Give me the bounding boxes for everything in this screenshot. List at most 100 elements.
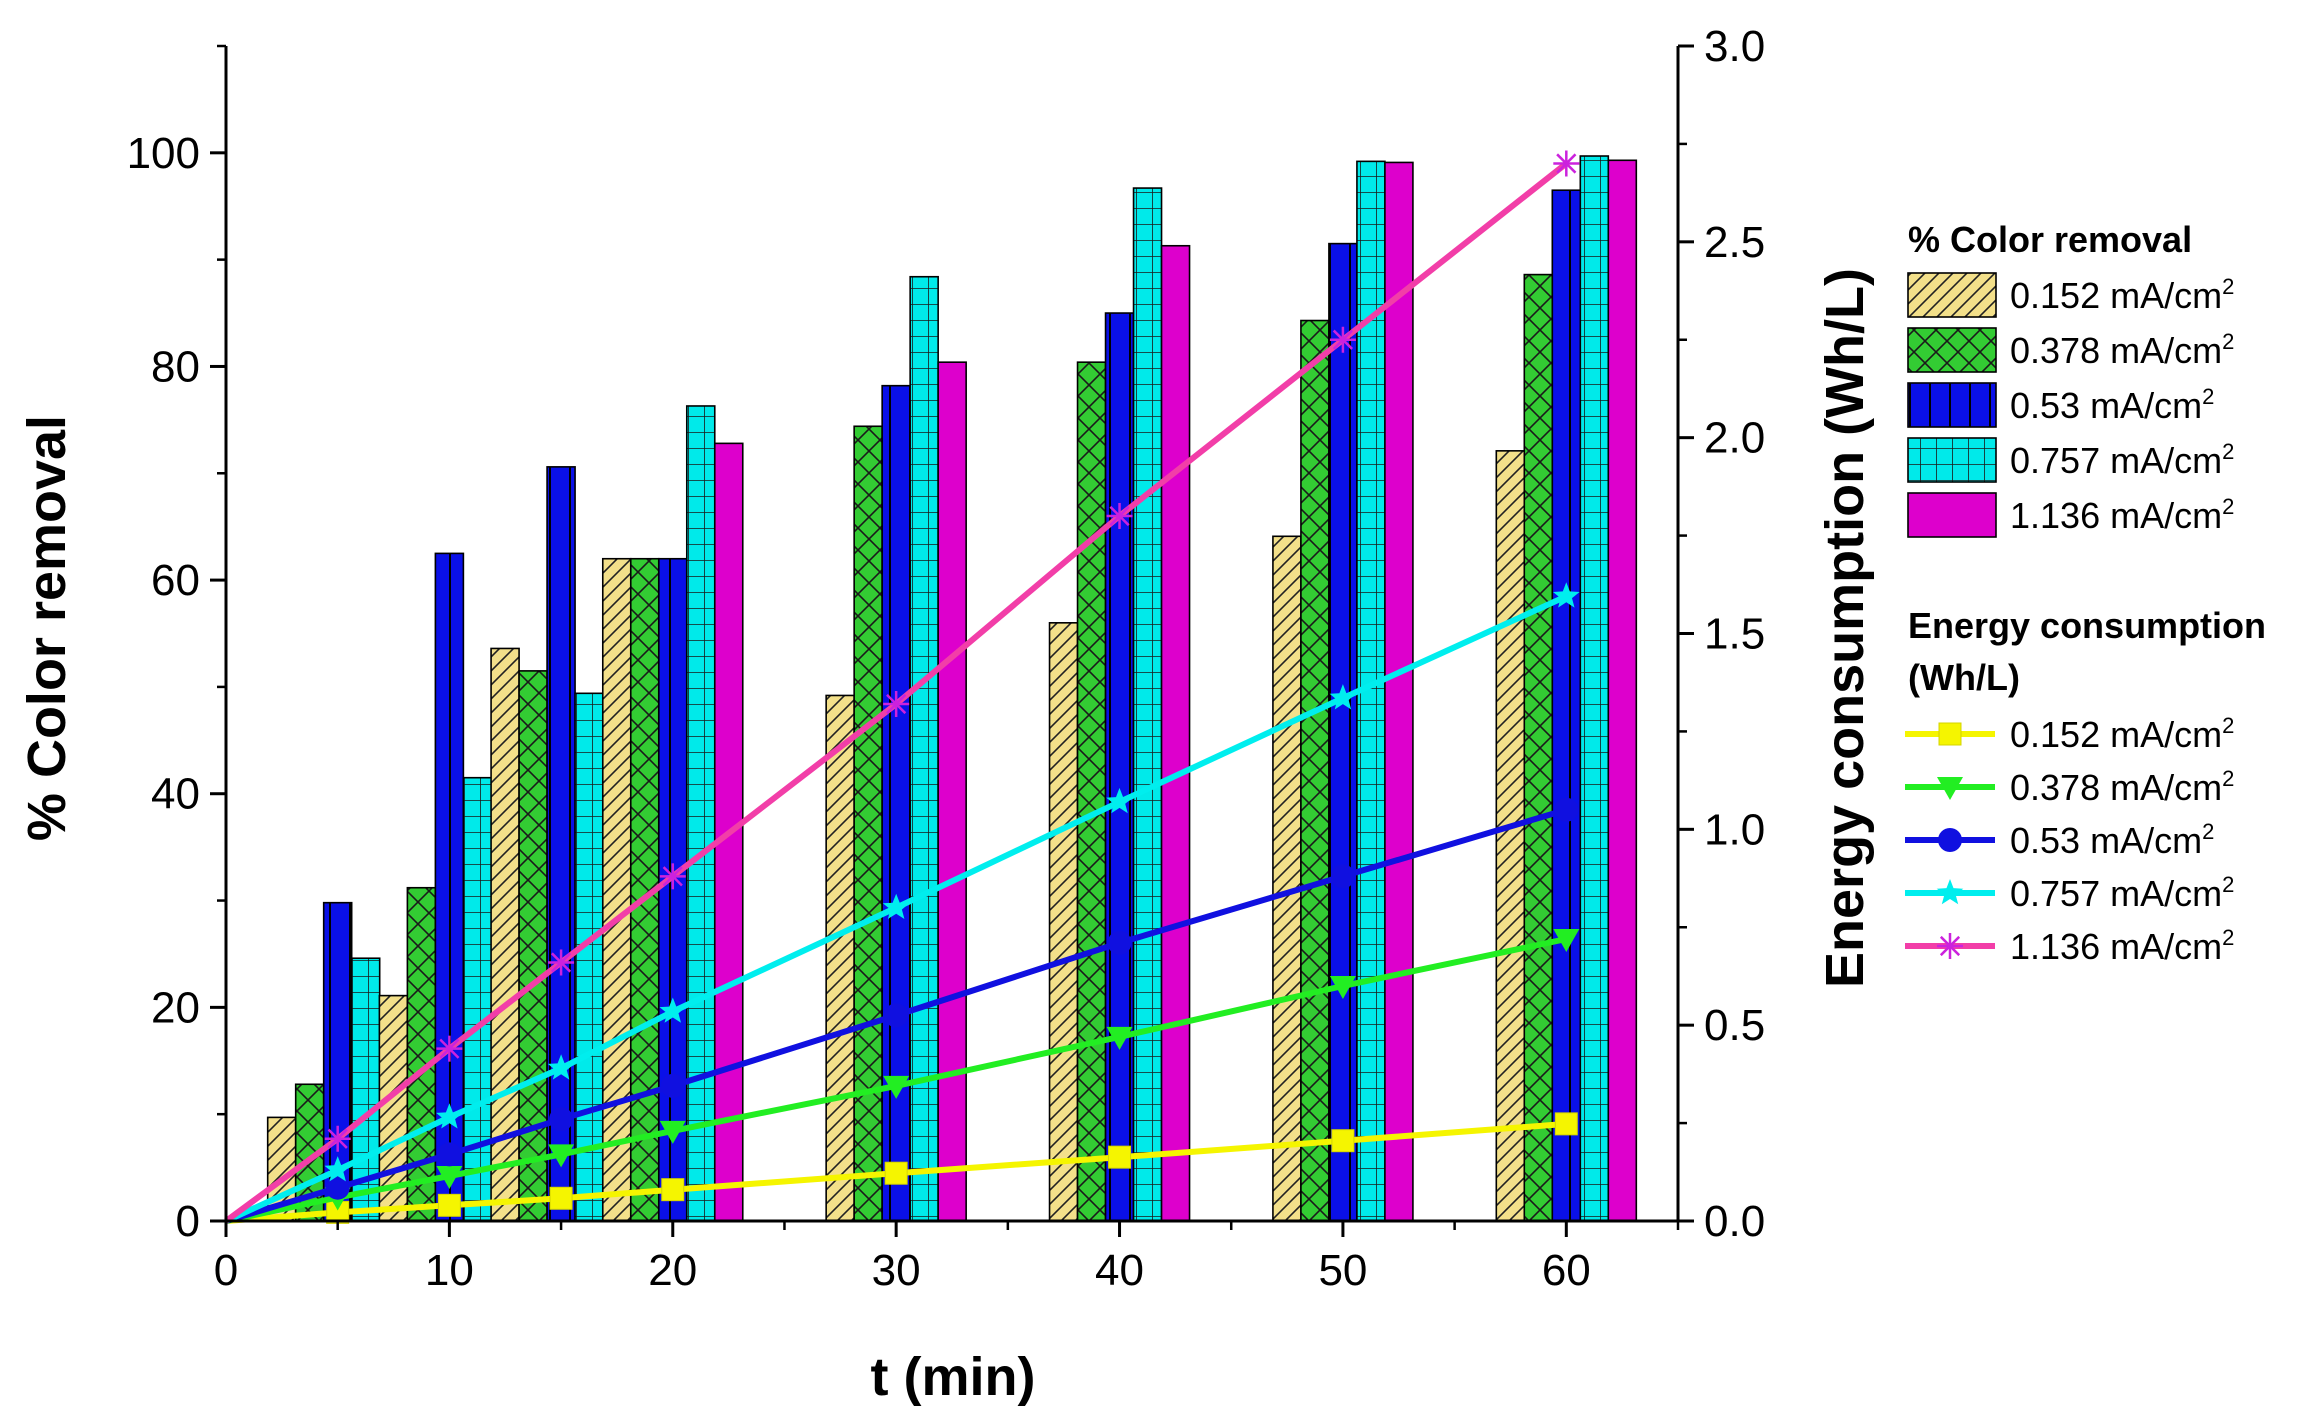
bar-legend-swatch-2	[1907, 327, 1997, 373]
x-tick-label-40: 40	[1095, 1246, 1144, 1295]
bar-4-t40	[1132, 187, 1163, 1222]
lines-layer	[224, 150, 1580, 1224]
bar-1-t40	[1048, 622, 1079, 1222]
y-left-tick-label-0: 0	[176, 1197, 200, 1246]
energy-marker-1-t50	[1331, 1129, 1355, 1153]
energy-marker-5-t40	[1106, 503, 1133, 529]
energy-marker-3-t30	[884, 1003, 909, 1028]
bar-3-t40	[1104, 312, 1135, 1222]
bar-legend-swatch-1	[1907, 272, 1997, 318]
energy-marker-3-t10	[437, 1142, 462, 1167]
bar-2-t10	[406, 886, 437, 1222]
bar-5-t30	[937, 361, 967, 1222]
bar-1-t60	[1495, 450, 1526, 1222]
energy-marker-2-t20	[659, 1120, 686, 1144]
bar-5-t40	[1160, 244, 1191, 1222]
energy-marker-1-t40	[1108, 1145, 1132, 1169]
energy-marker-3-t5	[325, 1175, 350, 1200]
y-right-tick-label-0: 0.0	[1704, 1197, 1765, 1246]
energy-marker-4-t5	[324, 1156, 351, 1182]
y-right-tick-label-2: 2.0	[1704, 414, 1765, 463]
bar-5-t60	[1607, 159, 1638, 1222]
energy-marker-4-t15	[547, 1054, 575, 1080]
line-legend-label-3: 0.53 mA/cm2	[2010, 819, 2214, 861]
energy-marker-2-t10	[436, 1165, 463, 1189]
line-legend-marker-4	[1936, 879, 1964, 905]
x-tick-label-10: 10	[425, 1246, 474, 1295]
energy-marker-5-t30	[883, 691, 910, 717]
bar-2-t15	[518, 670, 548, 1222]
bar-4-t20	[685, 405, 716, 1222]
energy-marker-5-t60	[1553, 150, 1580, 177]
bar-1-t30	[825, 694, 855, 1222]
bar-legend-swatch-3	[1907, 382, 1997, 428]
bar-3-t15	[546, 466, 576, 1222]
bar-1-t50	[1272, 535, 1302, 1222]
energy-marker-4-t40	[1106, 787, 1133, 814]
bar-legend-label-4: 0.757 mA/cm2	[2010, 439, 2234, 481]
legend: % Color removal Energy consumption (Wh/L…	[1905, 219, 2266, 967]
energy-marker-3-t50	[1330, 864, 1355, 889]
energy-marker-4-t30	[882, 893, 910, 919]
bar-2-t60	[1523, 273, 1554, 1222]
bar-4-t10	[462, 776, 493, 1222]
bar-3-t50	[1328, 242, 1358, 1222]
energy-marker-3-t60	[1554, 797, 1579, 822]
y-left-tick-label-80: 80	[151, 342, 200, 391]
y-left-tick-label-60: 60	[151, 556, 200, 605]
bar-1-t20	[601, 557, 632, 1222]
line-legend-label-5: 1.136 mA/cm2	[2010, 925, 2234, 967]
bar-2-t30	[853, 425, 883, 1222]
axes-layer: 0 10 20 30 40 50 60 0 20 40 60 80 100 0.0 0.5 1.0 1.5 2.0…	[127, 22, 1766, 1295]
energy-marker-4-t20	[659, 997, 687, 1023]
y-left-tick-label-100: 100	[127, 129, 200, 178]
line-legend-title-line2: (Wh/L)	[1908, 657, 2020, 698]
y-right-tick-label-3: 3.0	[1704, 22, 1765, 71]
bar-legend-label-1: 0.152 mA/cm2	[2010, 274, 2234, 316]
bar-2-t40	[1076, 361, 1107, 1222]
y-right-tick-label-0.5: 0.5	[1704, 1001, 1765, 1050]
line-legend-label-4: 0.757 mA/cm2	[2010, 872, 2234, 914]
line-legend-title-line1: Energy consumption	[1908, 605, 2266, 646]
bar-2-t50	[1300, 319, 1330, 1222]
y-axis-right-title: Energy consumption (Wh/L)	[1815, 268, 1875, 988]
x-tick-label-60: 60	[1542, 1246, 1591, 1295]
energy-marker-4-t50	[1329, 684, 1357, 710]
y-left-tick-label-40: 40	[151, 770, 200, 819]
x-tick-label-30: 30	[872, 1246, 921, 1295]
energy-marker-5-t20	[659, 863, 686, 890]
y-right-tick-label-1.5: 1.5	[1704, 610, 1765, 659]
x-axis-title: t (min)	[871, 1347, 1036, 1407]
energy-marker-1-t20	[661, 1178, 685, 1202]
y-right-tick-label-2.5: 2.5	[1704, 218, 1765, 267]
energy-marker-1-t60	[1554, 1112, 1578, 1136]
energy-marker-5-t10	[436, 1035, 463, 1062]
energy-marker-1-t10	[437, 1193, 461, 1217]
energy-marker-5-t15	[548, 949, 575, 976]
line-legend-label-2: 0.378 mA/cm2	[2010, 766, 2234, 808]
line-legend-label-1: 0.152 mA/cm2	[2010, 713, 2234, 755]
line-legend-marker-1	[1938, 722, 1962, 746]
energy-marker-4-t10	[436, 1103, 463, 1129]
energy-marker-1-t15	[549, 1186, 573, 1210]
y-left-tick-label-20: 20	[151, 983, 200, 1032]
energy-marker-2-t30	[883, 1075, 910, 1099]
x-tick-label-0: 0	[214, 1246, 238, 1295]
energy-marker-5-t5	[324, 1125, 351, 1152]
energy-marker-5-t50	[1329, 326, 1356, 353]
energy-marker-2-t15	[548, 1144, 575, 1168]
bar-legend-label-3: 0.53 mA/cm2	[2010, 384, 2214, 426]
energy-marker-4-t60	[1553, 582, 1580, 608]
energy-marker-2-t40	[1106, 1026, 1133, 1050]
energy-marker-2-t50	[1329, 976, 1356, 999]
bar-3-t60	[1551, 189, 1582, 1222]
bars-layer	[266, 155, 1638, 1222]
energy-marker-3-t15	[549, 1107, 574, 1132]
y-axis-left-title: % Color removal	[17, 415, 77, 841]
energy-marker-3-t20	[660, 1073, 685, 1098]
y-right-tick-label-1: 1.0	[1704, 805, 1765, 854]
bar-legend-swatch-4	[1907, 437, 1997, 483]
bar-legend-title: % Color removal	[1908, 219, 2192, 260]
energy-marker-2-t60	[1553, 929, 1580, 952]
